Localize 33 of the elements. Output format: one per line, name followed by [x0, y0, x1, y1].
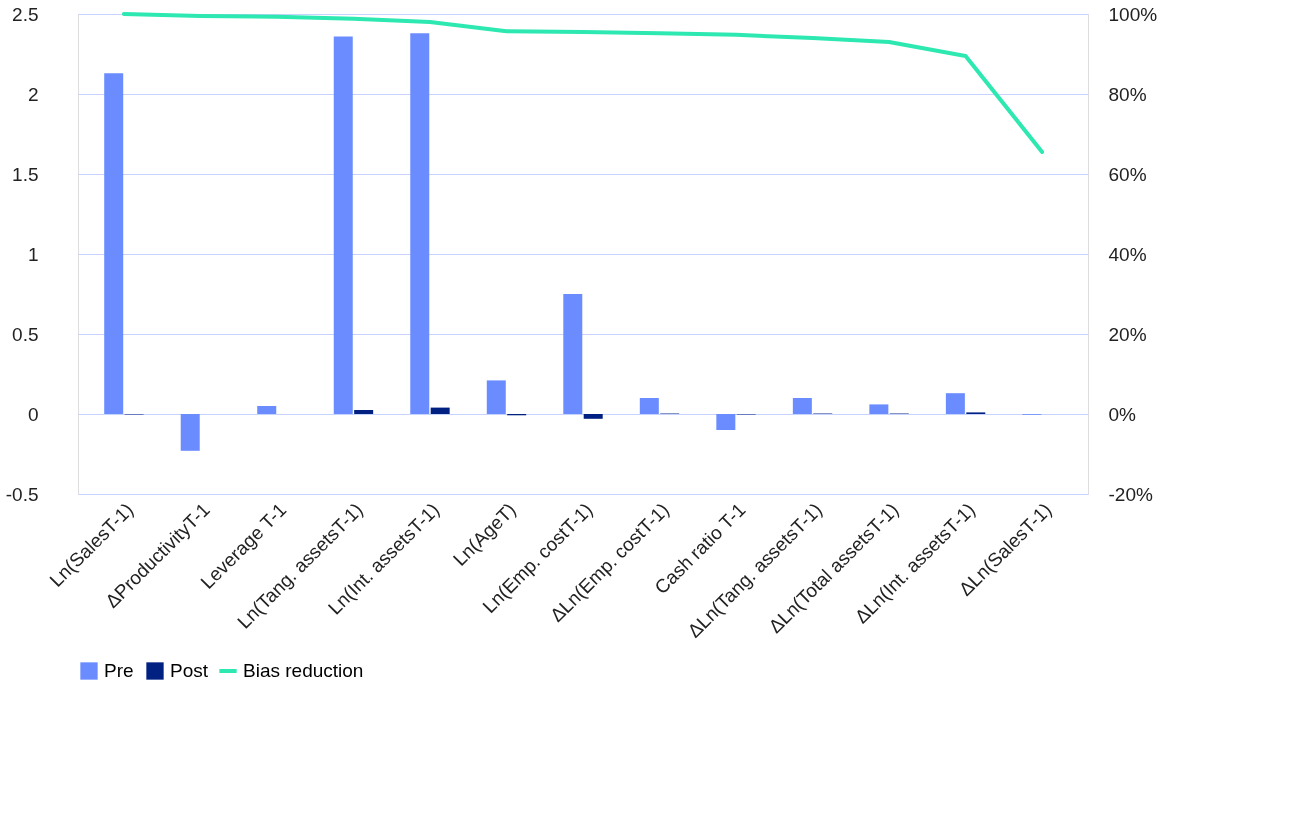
y-tick-label: -0.5: [5, 483, 39, 505]
y-tick-label: 1: [27, 243, 39, 265]
legend-label: Pre: [104, 660, 134, 681]
y2-tick-label: 60%: [1108, 163, 1147, 185]
bar: [354, 410, 374, 414]
bar: [333, 36, 353, 414]
bar: [257, 406, 277, 414]
legend-label: Post: [170, 660, 209, 681]
bar: [563, 294, 583, 414]
bar: [792, 398, 812, 414]
bar: [410, 33, 430, 414]
y2-tick-label: 20%: [1108, 323, 1147, 345]
y-tick-label: 2: [27, 83, 39, 105]
y2-tick-label: 40%: [1108, 243, 1147, 265]
y2-tick-label: 80%: [1108, 83, 1147, 105]
y2-tick-label: 0%: [1108, 403, 1137, 425]
bar: [583, 414, 603, 419]
bar: [716, 414, 736, 430]
legend-label: Bias reduction: [243, 660, 364, 681]
line-series: [121, 12, 1045, 154]
bar: [639, 398, 659, 414]
bar: [430, 407, 450, 414]
y-tick-label: 0: [27, 403, 39, 425]
bar: [180, 414, 200, 451]
bar: [869, 404, 889, 414]
y2-tick-label: 100%: [1108, 3, 1158, 25]
y-tick-label: 1.5: [12, 163, 39, 185]
bar: [945, 393, 965, 414]
bar: [486, 380, 506, 414]
y-tick-label: 2.5: [12, 3, 39, 25]
y2-tick-label: -20%: [1108, 483, 1153, 505]
bar: [104, 73, 124, 414]
y-tick-label: 0.5: [12, 323, 39, 345]
